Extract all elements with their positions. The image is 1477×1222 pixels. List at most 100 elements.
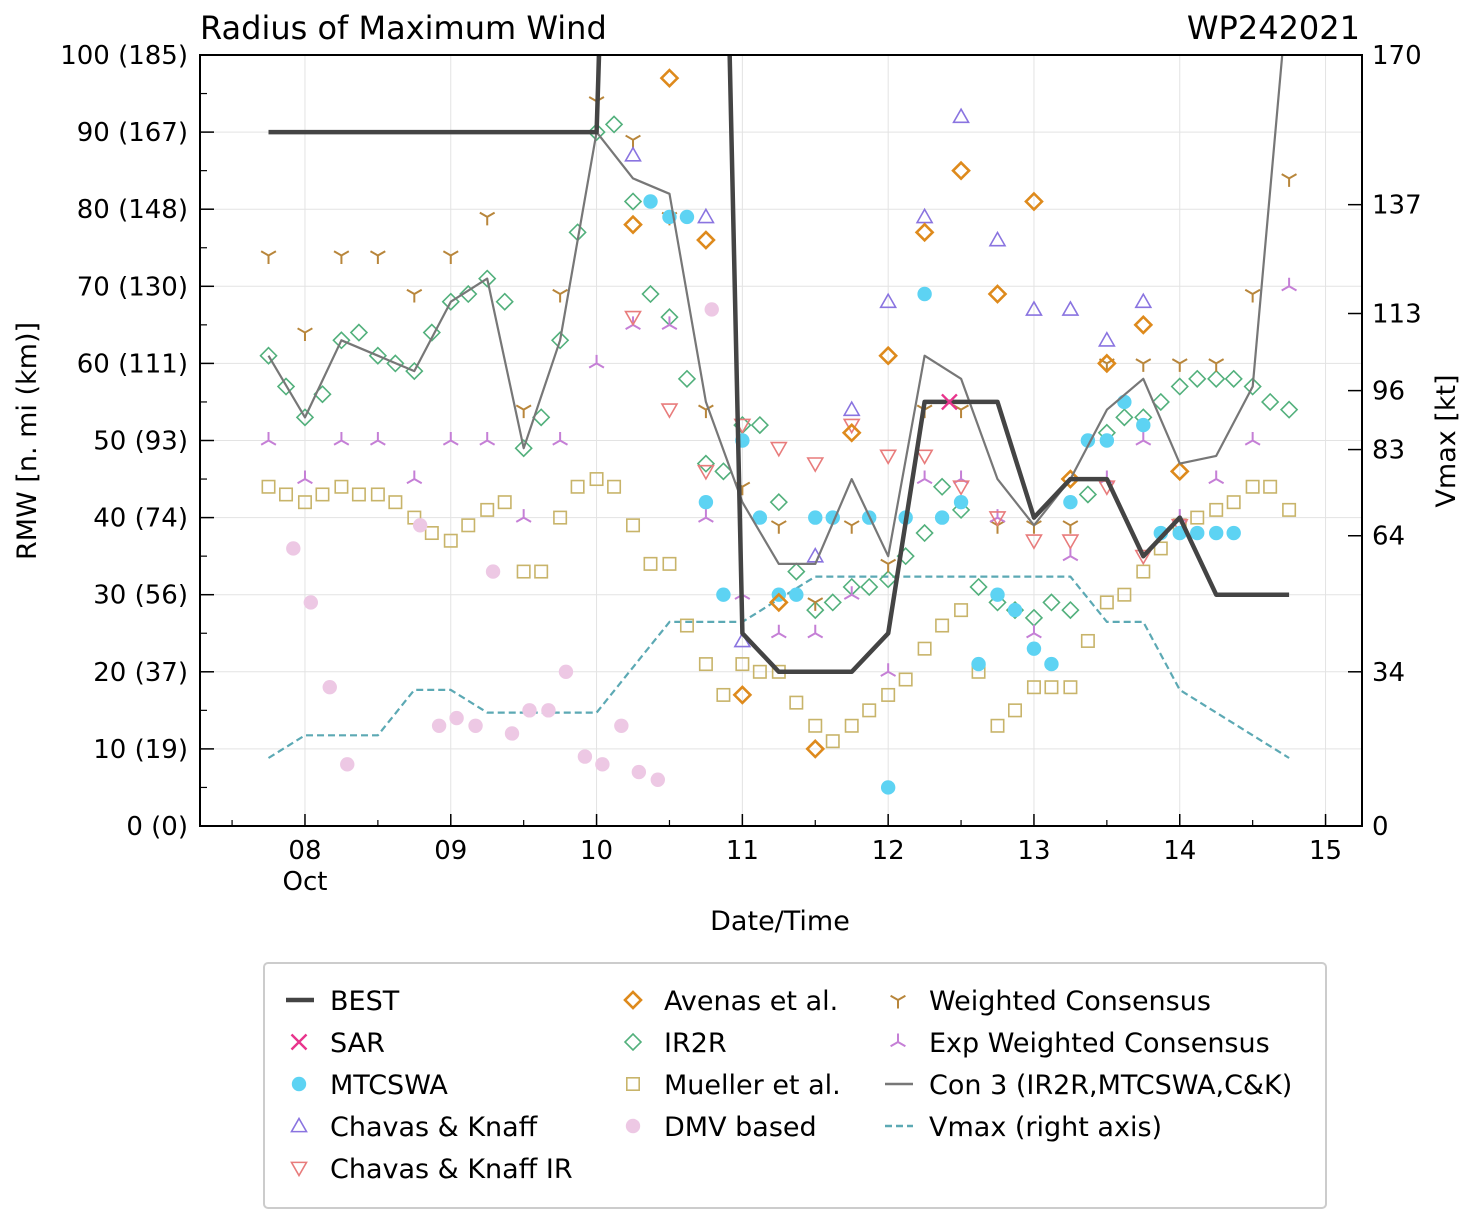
marker-chavas-knaff [988,230,1007,247]
legend-swatch [290,1161,308,1178]
marker-ir2r [587,122,606,142]
marker-exp-weighted-consensus [1135,432,1152,446]
marker-avenas-et-al [1169,461,1190,482]
legend-item-weighted-consensus: Weighted Consensus [890,986,1211,1017]
marker-exp-weighted-consensus [1208,470,1225,485]
y-axis-label: RMW [n. mi (km)] [12,322,43,560]
legend-item-avenas-et-al: Avenas et al. [623,986,838,1017]
marker-chavas-knaff-ir [769,441,788,458]
legend-swatch [291,1076,307,1092]
marker-chavas-knaff-ir [1025,534,1043,550]
marker-chavas-knaff-ir [915,449,934,466]
marker-mueller-et-al [1226,495,1241,510]
marker-dmv-based [614,718,629,733]
marker-ir2r [495,292,514,311]
marker-mtcswa [1007,602,1023,618]
marker-ir2r [1078,485,1098,504]
marker-mueller-et-al [570,479,585,494]
y-right-tick-label: 113 [1372,300,1422,330]
legend-label: Con 3 (IR2R,MTCSWA,C&K) [929,1070,1292,1101]
marker-avenas-et-al [623,214,643,235]
marker-mtcswa [1209,525,1224,541]
marker-exp-weighted-consensus [880,663,897,677]
marker-ir2r [951,500,971,520]
marker-ir2r [1061,600,1080,620]
y-right-tick-label: 0 [1372,812,1389,842]
marker-dmv-based [558,664,574,679]
x-tick-label: 10 [580,836,613,866]
marker-mueller-et-al [1008,703,1023,718]
marker-dmv-based [650,772,666,787]
marker-mtcswa [1226,525,1241,541]
plot-border [199,54,1363,827]
marker-dmv-based [704,302,719,317]
marker-dmv-based [504,726,520,741]
y-right-tick-label: 34 [1372,658,1405,688]
marker-weighted-consensus [515,404,532,419]
marker-exp-weighted-consensus [698,509,714,523]
marker-weighted-consensus [333,250,350,264]
marker-mueller-et-al [990,718,1005,733]
marker-avenas-et-al [1024,191,1044,212]
marker-ir2r [259,346,278,365]
y-tick-label: 60 (111) [77,349,188,379]
marker-ir2r [1170,377,1189,396]
marker-mtcswa [643,194,658,209]
marker-mueller-et-al [351,487,366,502]
marker-dmv-based [485,564,501,579]
marker-weighted-consensus [297,327,313,342]
marker-mueller-et-al [534,564,549,579]
legend-item-mtcswa: MTCSWA [291,1070,448,1101]
series [259,55,1299,795]
marker-avenas-et-al [732,685,753,705]
marker-ir2r [514,439,533,458]
marker-mueller-et-al [334,479,349,494]
marker-mueller-et-al [1026,680,1041,695]
marker-avenas-et-al [1133,315,1154,335]
marker-dmv-based [522,703,537,718]
marker-ir2r [1151,392,1170,412]
x-tick-label: 14 [1163,836,1196,866]
marker-chavas-knaff-ir [842,418,861,435]
marker-avenas-et-al [914,222,935,243]
marker-exp-weighted-consensus [588,354,605,369]
x-tick-label: 08 [288,836,321,866]
marker-ir2r [787,562,806,581]
marker-mueller-et-al [662,556,677,571]
marker-ir2r [1207,369,1226,388]
marker-ir2r [879,570,898,589]
marker-mueller-et-al [698,657,713,672]
marker-weighted-consensus [843,520,860,534]
y-tick-label: 20 (37) [93,658,188,688]
marker-ir2r [969,577,988,597]
marker-mueller-et-al [716,687,731,702]
legend-item-sar: SAR [290,1028,385,1059]
marker-mueller-et-al [607,479,622,494]
marker-mueller-et-al [480,502,495,517]
marker-ir2r [550,331,570,350]
marker-chavas-knaff [842,400,861,417]
legend-swatch [623,1032,643,1052]
marker-exp-weighted-consensus [260,432,277,446]
marker-chavas-knaff [624,146,642,162]
marker-ir2r [276,377,296,396]
marker-mtcswa [1099,433,1115,448]
legend-swatch [890,994,906,1009]
marker-ir2r [1115,408,1134,427]
marker-ir2r [459,284,478,304]
marker-ir2r [769,493,788,512]
marker-exp-weighted-consensus [916,470,933,485]
marker-mueller-et-al [553,510,568,525]
marker-mueller-et-al [917,641,932,656]
legend-label: Chavas & Knaff IR [330,1154,573,1185]
marker-dmv-based [322,680,337,695]
legend-swatch [625,1118,641,1134]
marker-mtcswa [953,494,969,510]
marker-mtcswa [1026,641,1042,656]
marker-exp-weighted-consensus [479,432,496,446]
marker-ir2r [604,115,624,134]
marker-weighted-consensus [1135,358,1152,372]
marker-ir2r [349,323,369,342]
y-axis-right-label: Vmax [kt] [1431,374,1462,507]
marker-weighted-consensus [1062,520,1079,534]
